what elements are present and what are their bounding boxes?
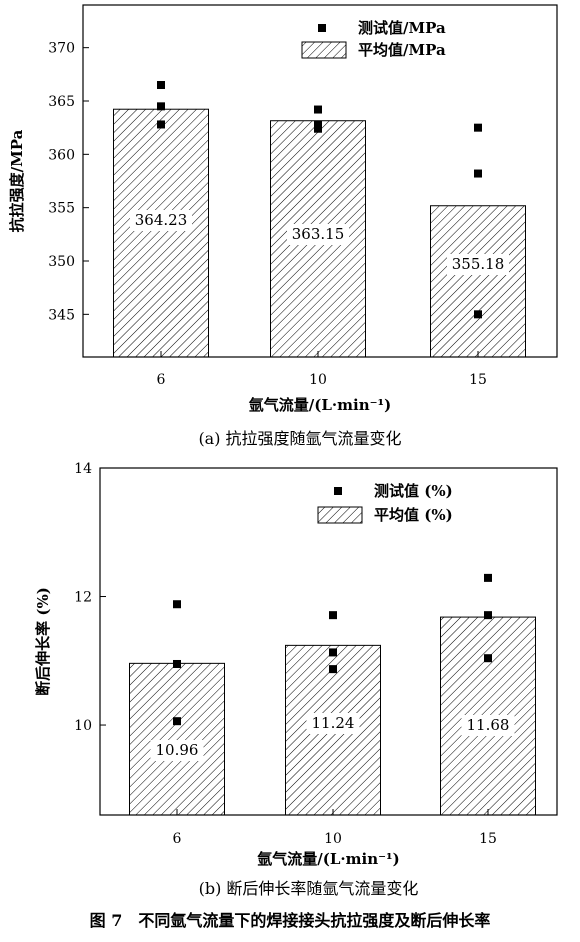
x-axis-label: 氩气流量/(L·min⁻¹) — [249, 396, 391, 414]
value-label-bg — [130, 210, 192, 231]
value-label-15: 11.68 — [467, 716, 510, 734]
x-tick-label: 10 — [309, 372, 327, 388]
y-tick-label: 360 — [48, 147, 75, 163]
test-point-10-3 — [329, 665, 337, 674]
bar-6 — [129, 662, 225, 816]
value-label-bg — [306, 713, 360, 734]
test-point-15-1 — [474, 123, 482, 132]
legend-swatch-avg — [317, 506, 363, 524]
value-label-6: 10.96 — [156, 741, 199, 759]
x-tick-label: 15 — [479, 831, 497, 847]
legend-label-avg: 平均值/MPa — [358, 41, 446, 59]
test-point-10-1 — [329, 611, 337, 620]
panel-caption: (b) 断后伸长率随氩气流量变化 — [199, 879, 419, 898]
value-label-6: 364.23 — [135, 211, 188, 229]
y-axis-label: 抗拉强度/MPa — [8, 129, 26, 232]
y-tick-label: 14 — [74, 461, 92, 477]
y-tick-label: 355 — [48, 201, 75, 217]
y-tick-label: 345 — [48, 307, 75, 323]
value-label-10: 11.24 — [312, 714, 355, 732]
chart-panel-a: 364.23 363.15 355.18 345 350 355 360 365 370 6 10 1… — [8, 4, 558, 448]
test-point-10-1 — [314, 105, 322, 114]
x-tick-label: 6 — [157, 372, 166, 388]
test-point-15-3 — [474, 310, 482, 319]
legend-swatch-avg — [301, 41, 347, 59]
y-tick-label: 370 — [48, 41, 75, 57]
test-point-6-3 — [173, 717, 181, 726]
y-tick-label: 350 — [48, 254, 75, 270]
test-point-6-1 — [173, 600, 181, 609]
test-point-10-3 — [314, 124, 322, 133]
legend-marker-test — [318, 24, 326, 32]
legend-label-test: 测试值 (%) — [374, 482, 453, 500]
x-tick-label: 6 — [173, 831, 182, 847]
test-point-6-1 — [157, 81, 165, 89]
legend-label-avg: 平均值 (%) — [374, 506, 453, 524]
x-axis-label: 氩气流量/(L·min⁻¹) — [257, 850, 399, 868]
test-point-10-2 — [329, 648, 337, 657]
value-label-bg — [287, 224, 349, 245]
value-label-15: 355.18 — [452, 255, 505, 273]
y-tick-label: 10 — [74, 718, 92, 734]
y-tick-label: 12 — [74, 590, 92, 606]
test-point-15-1 — [484, 573, 492, 582]
value-label-10: 363.15 — [292, 225, 345, 243]
chart-panel-b: 10.96 11.24 11.68 10 12 14 6 10 15 氩气流量/(L·min⁻¹)… — [34, 461, 558, 898]
value-label-bg — [461, 715, 515, 736]
test-point-15-3 — [484, 654, 492, 663]
test-point-6-3 — [157, 120, 165, 129]
bar-6 — [113, 108, 209, 358]
test-point-15-2 — [474, 169, 482, 178]
value-label-bg — [150, 740, 204, 761]
test-point-6-2 — [173, 659, 181, 668]
test-point-6-2 — [157, 102, 165, 111]
x-tick-label: 10 — [324, 831, 342, 847]
test-point-15-2 — [484, 611, 492, 620]
panel-caption: (a) 抗拉强度随氩气流量变化 — [198, 429, 401, 448]
value-label-bg — [447, 254, 509, 275]
bar-15 — [430, 205, 526, 358]
x-tick-label: 15 — [469, 372, 487, 388]
test-point-10-2 — [314, 120, 322, 129]
legend-marker-test — [334, 487, 342, 495]
figure-caption: 图 7 不同氩气流量下的焊接接头抗拉强度及断后伸长率 — [90, 911, 491, 930]
y-tick-label: 365 — [48, 94, 75, 110]
legend-label-test: 测试值/MPa — [358, 19, 446, 37]
y-axis-label: 断后伸长率 (%) — [34, 587, 52, 696]
